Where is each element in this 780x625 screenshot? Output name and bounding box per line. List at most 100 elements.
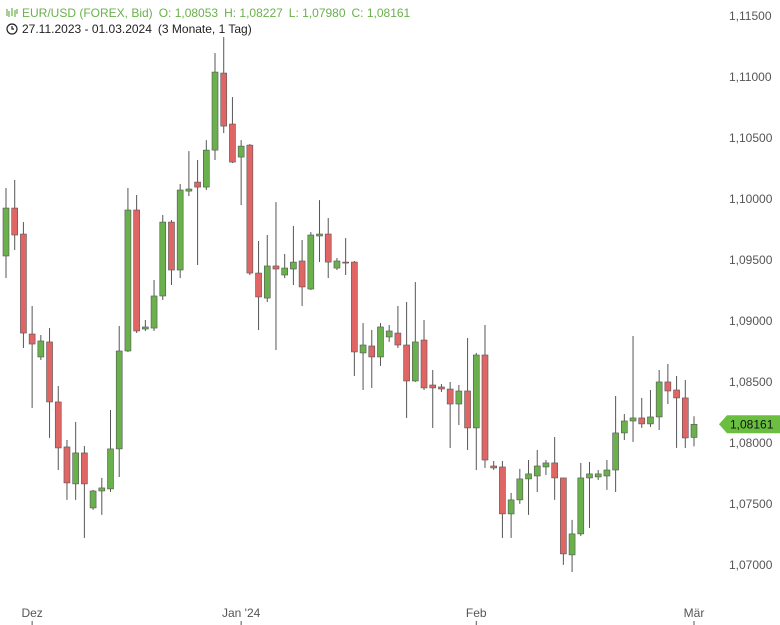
ohlc: C: 1,08161 <box>351 6 411 20</box>
candle-body <box>472 354 480 429</box>
candle-body <box>499 466 506 515</box>
y-tick-label: 1,10500 <box>729 131 773 145</box>
y-tick-label: 1,09000 <box>729 314 773 328</box>
candle-body <box>446 388 454 405</box>
candle-body <box>429 384 437 389</box>
candle-body <box>290 261 297 270</box>
candle-body <box>455 390 463 405</box>
candle-body <box>185 188 193 192</box>
candle-body <box>586 473 593 479</box>
candle-body <box>560 477 567 555</box>
candle-body <box>551 462 558 479</box>
candle-body <box>176 189 184 271</box>
candle-body <box>220 72 228 127</box>
candle-body <box>481 354 489 461</box>
y-tick-label: 1,08500 <box>729 375 773 389</box>
candle-body <box>516 478 524 501</box>
x-tick-label: Jan '24 <box>222 606 261 620</box>
candle-body <box>673 389 680 399</box>
candle-body <box>333 260 341 269</box>
candle-body <box>342 261 349 264</box>
candle-body <box>63 446 71 484</box>
candle-body <box>316 233 323 237</box>
y-tick-label: 1,08000 <box>729 436 773 450</box>
ohlc: H: 1,08227 <box>224 6 283 20</box>
candle-body <box>11 207 19 236</box>
candle-body <box>638 417 646 425</box>
x-tick-label: Feb <box>466 606 487 620</box>
candle-body <box>281 267 288 276</box>
candle-body <box>594 473 602 478</box>
header-line: EUR/USD (FOREX, Bid) O: 1,08053 H: 1,08227… <box>6 5 416 21</box>
y-tick-label: 1,10000 <box>729 192 773 206</box>
candle-body <box>412 341 419 382</box>
candle-body <box>20 233 27 334</box>
candle-body <box>307 234 315 290</box>
candle-body <box>211 71 219 151</box>
candle-body <box>272 265 280 270</box>
candle-body <box>98 487 106 492</box>
candle-body <box>403 344 410 382</box>
candle-body <box>438 386 445 390</box>
ohlc: O: 1,08053 <box>158 6 219 20</box>
y-tick-label: 1,09500 <box>729 253 773 267</box>
candle-body <box>324 233 332 263</box>
candle-body <box>72 452 79 485</box>
candle-body <box>690 423 698 438</box>
price-tag <box>719 415 780 434</box>
candle-body <box>420 339 428 389</box>
header: EUR/USD (FOREX, Bid) O: 1,08053 H: 1,08227… <box>6 5 416 37</box>
candle-body <box>263 265 271 299</box>
candle-body <box>2 207 10 257</box>
candle-body <box>664 381 672 392</box>
date-range: 27.11.2023 - 01.03.2024 <box>22 22 152 36</box>
candle-body <box>647 416 654 425</box>
candle-body <box>629 417 637 422</box>
candle-body <box>359 344 367 354</box>
candle-body <box>655 381 663 418</box>
y-tick-label: 1,07500 <box>729 497 773 511</box>
candle-body <box>255 272 262 298</box>
candle-body <box>533 465 541 477</box>
candle-body <box>133 209 140 332</box>
candle-body <box>124 209 132 352</box>
candle-body <box>159 221 167 297</box>
candle-body <box>246 144 254 274</box>
candle-body <box>28 333 36 345</box>
header-line: 27.11.2023 - 01.03.2024 (3 Monate, 1 Tag) <box>6 21 416 37</box>
candle-body <box>150 295 158 329</box>
candle-body <box>351 261 358 353</box>
y-tick-label: 1,07000 <box>729 558 773 572</box>
candle-body <box>237 145 245 158</box>
candle-body <box>385 330 393 338</box>
candle-body <box>542 462 550 468</box>
candle-body <box>168 221 175 271</box>
candle-body <box>81 452 88 485</box>
candle-body <box>89 490 97 509</box>
clock-icon <box>6 23 18 35</box>
candle-body <box>603 469 611 477</box>
candle-body <box>54 401 62 449</box>
candle-body <box>37 340 45 358</box>
candle-body <box>394 332 402 346</box>
y-tick-label: 1,11000 <box>729 70 772 84</box>
candle-body <box>142 326 149 330</box>
candle-body <box>568 533 576 556</box>
candle-body <box>115 350 123 450</box>
instrument: EUR/USD (FOREX, Bid) <box>22 6 153 20</box>
chart-icon <box>6 8 18 17</box>
candle-body <box>107 448 114 490</box>
candle-body <box>203 149 210 188</box>
period: (3 Monate, 1 Tag) <box>157 22 252 36</box>
candle-body <box>577 477 585 535</box>
x-tick-label: Mär <box>684 606 705 620</box>
candle-body <box>229 123 236 163</box>
candle-body <box>525 473 532 480</box>
candle-body <box>46 341 53 403</box>
candle-body <box>490 465 497 469</box>
y-tick-label: 1,11500 <box>729 9 772 23</box>
candle-body <box>464 390 471 429</box>
candle-body <box>298 260 306 288</box>
